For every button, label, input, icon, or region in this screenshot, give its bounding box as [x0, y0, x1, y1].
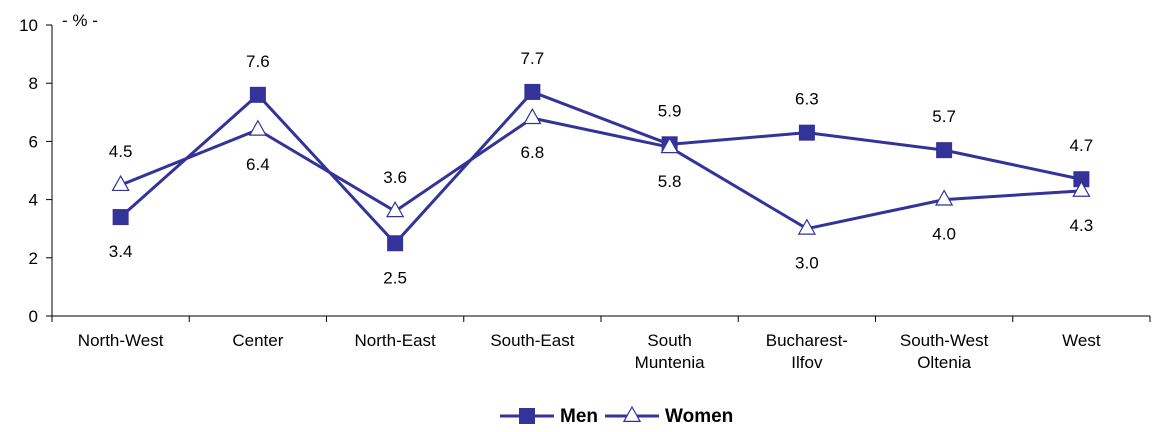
x-category-label: West — [1062, 331, 1101, 350]
x-category-label: Ilfov — [791, 353, 823, 372]
x-category-label: South-East — [490, 331, 574, 350]
data-label-women: 4.3 — [1070, 216, 1094, 235]
data-label-women: 3.0 — [795, 254, 819, 273]
data-labels: 3.4 7.6 2.5 7.7 5.9 6.3 5.7 4.7 4.5 6.4 3.6 6.8 5.8 3… — [109, 49, 1093, 287]
x-category-label: Bucharest- — [766, 331, 848, 350]
data-label-women: 4.0 — [932, 225, 956, 244]
y-tick-label: 4 — [29, 191, 38, 210]
x-category-label: South — [647, 331, 691, 350]
data-point-women — [385, 201, 405, 218]
data-point-women — [1072, 180, 1091, 197]
y-tick-label: 6 — [29, 132, 38, 151]
x-category-label: Center — [232, 331, 283, 350]
legend-label-women: Women — [665, 406, 733, 427]
data-label-women: 4.5 — [109, 142, 133, 161]
data-label-women: 6.8 — [521, 143, 545, 162]
x-axis-categories: North-West Center North-East South-East Sout… — [78, 331, 1101, 372]
data-label-women: 5.8 — [658, 172, 682, 191]
chart-axes — [51, 25, 1151, 322]
y-tick-label: 2 — [29, 249, 38, 268]
y-unit-label: - % - — [62, 11, 98, 30]
data-point-women — [523, 107, 542, 125]
data-label-men: 4.7 — [1070, 136, 1094, 155]
data-label-men: 3.4 — [109, 242, 133, 261]
data-point-women — [660, 136, 679, 154]
series-lines — [119, 90, 1082, 246]
x-category-label: Muntenia — [635, 353, 705, 372]
data-point-men — [112, 209, 129, 226]
data-label-men: 5.7 — [932, 107, 956, 126]
data-label-men: 5.9 — [658, 101, 682, 120]
data-point-women — [934, 189, 954, 206]
legend-marker-men — [519, 408, 535, 424]
data-point-men — [936, 142, 953, 159]
legend-label-men: Men — [560, 406, 598, 427]
x-category-label: South-West — [900, 331, 989, 350]
data-label-men: 7.7 — [521, 49, 545, 68]
data-point-men — [798, 124, 815, 141]
data-point-women — [111, 174, 130, 192]
data-label-men: 2.5 — [383, 268, 407, 287]
series-line-women — [120, 116, 1082, 231]
x-category-label: North-West — [78, 331, 164, 350]
data-point-men — [524, 83, 541, 100]
series-markers — [111, 83, 1091, 252]
x-category-label: Oltenia — [917, 353, 971, 372]
data-label-women: 6.4 — [246, 155, 270, 174]
data-label-men: 7.6 — [246, 52, 270, 71]
y-axis-ticks: 0 2 4 6 8 10 — [19, 16, 52, 326]
legend: Men Women — [500, 405, 733, 427]
series-line-men — [119, 90, 1082, 246]
data-label-men: 6.3 — [795, 90, 819, 109]
data-point-men — [387, 235, 404, 252]
x-category-label: North-East — [355, 331, 437, 350]
y-tick-label: 8 — [29, 74, 38, 93]
legend-marker-women — [622, 405, 642, 422]
data-point-men — [249, 86, 266, 103]
y-tick-label: 0 — [29, 307, 38, 326]
y-tick-label: 10 — [19, 16, 38, 35]
data-point-women — [797, 218, 817, 235]
data-point-women — [248, 119, 268, 136]
data-label-women: 3.6 — [383, 168, 407, 187]
